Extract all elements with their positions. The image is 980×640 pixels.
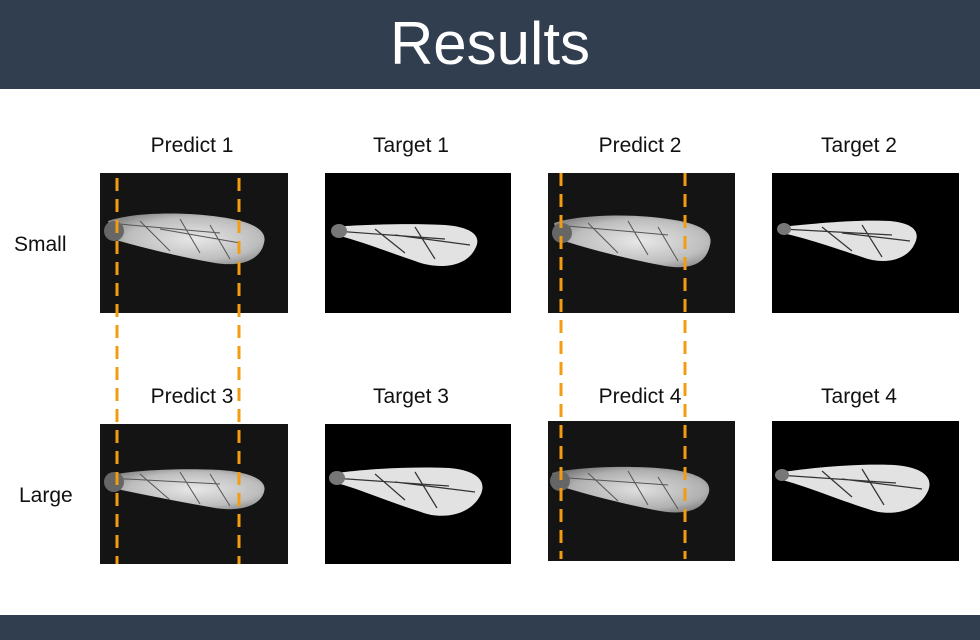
predict-3-image [100,424,288,564]
footer-bar [0,615,980,640]
label-target-3: Target 3 [373,385,449,408]
label-predict-4: Predict 4 [598,385,682,408]
label-target-2: Target 2 [821,134,897,157]
target-3-image [325,424,511,564]
target-2-image [772,173,959,313]
label-target-4: Target 4 [821,385,897,408]
row-label-large: Large [19,484,73,507]
target-1-image [325,173,511,313]
label-predict-3: Predict 3 [150,385,234,408]
label-target-1: Target 1 [373,134,449,157]
page-title: Results [389,10,591,77]
predict-4-image [548,421,735,561]
predict-1-image [100,173,288,313]
label-predict-1: Predict 1 [150,134,234,157]
row-label-small: Small [14,233,67,256]
predict-2-image [548,173,735,313]
title-bar: Results [0,0,980,89]
target-4-image [772,421,959,561]
label-predict-2: Predict 2 [598,134,682,157]
